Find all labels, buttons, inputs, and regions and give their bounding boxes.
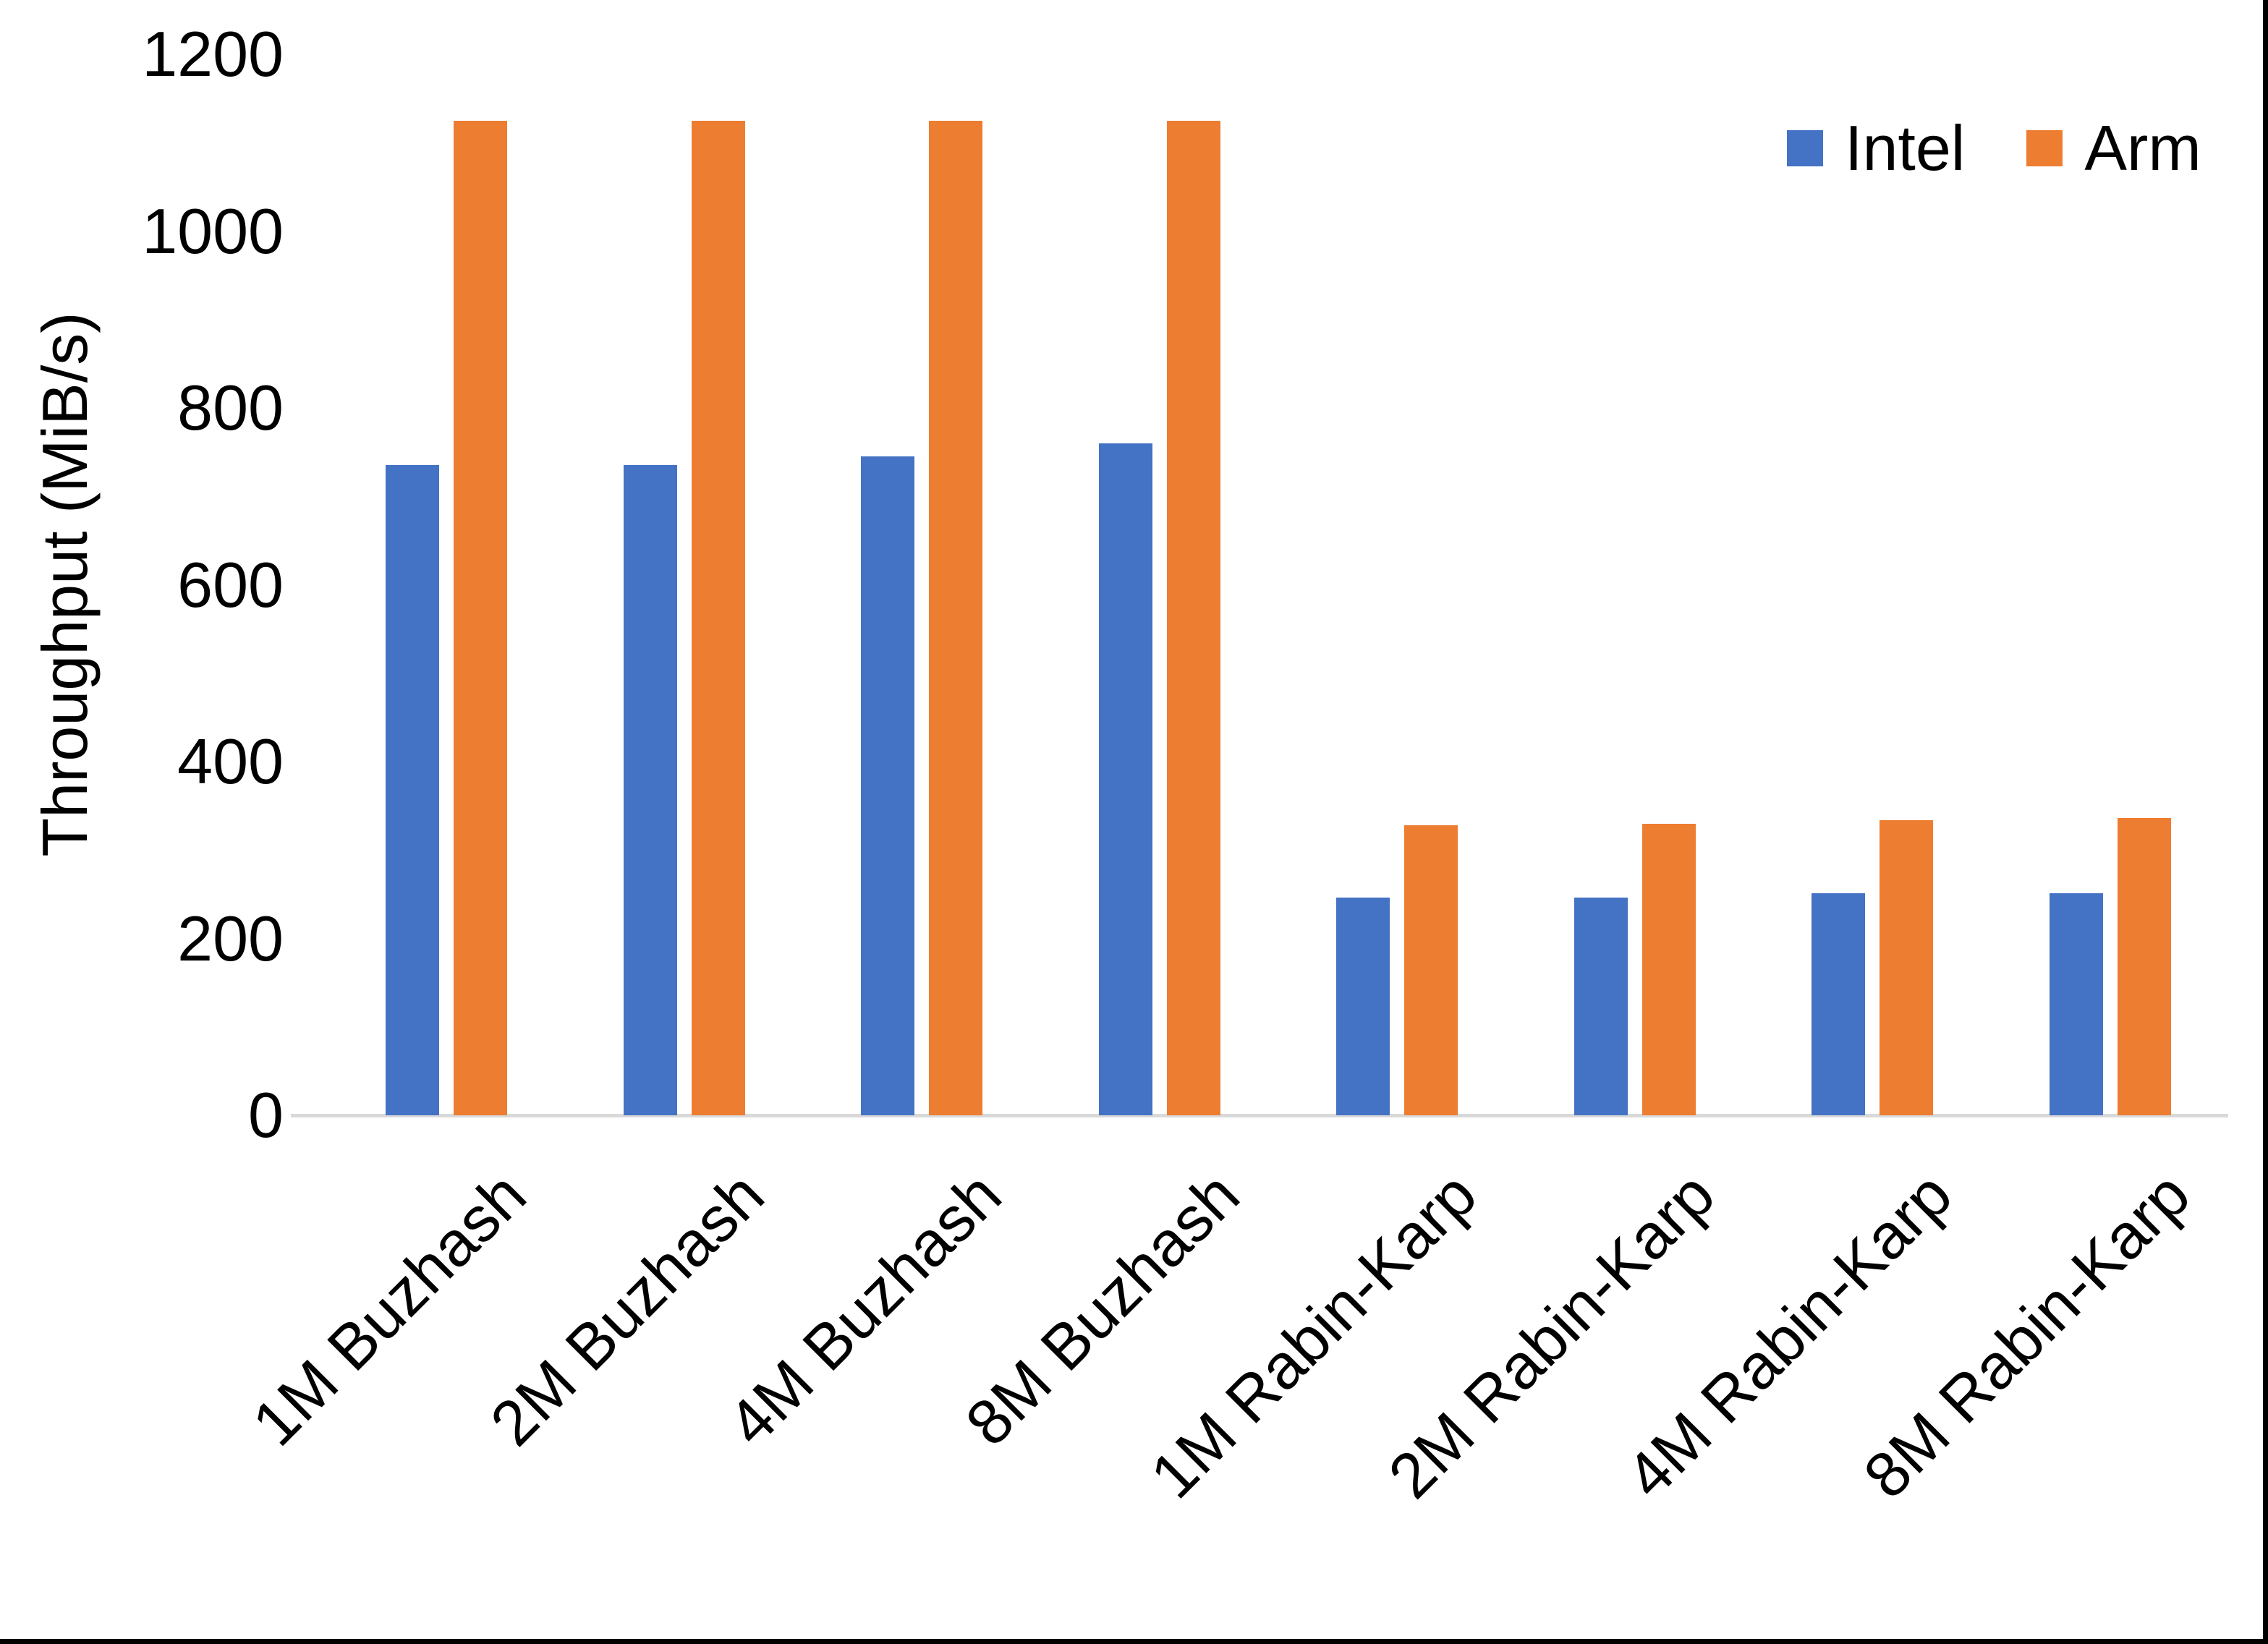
bar-arm-8m-buzhash <box>1166 120 1220 1115</box>
legend-item-arm: Arm <box>2026 108 2201 188</box>
bar-arm-2m-buzhash <box>691 120 745 1115</box>
y-tick-label-0: 0 <box>248 1079 284 1151</box>
legend: Intel Arm <box>1787 108 2201 188</box>
x-category-label-1m-buzhash: 1M Buzhash <box>238 1158 540 1460</box>
screenshot-right-border <box>2263 0 2268 1644</box>
bar-intel-1m-rabin-karp <box>1336 898 1390 1115</box>
legend-swatch-arm <box>2026 130 2063 166</box>
bar-intel-4m-buzhash <box>861 456 914 1115</box>
bar-arm-4m-buzhash <box>929 120 982 1115</box>
bar-arm-1m-rabin-karp <box>1404 825 1458 1115</box>
bar-intel-2m-buzhash <box>623 465 677 1115</box>
screenshot-bottom-border <box>0 1639 2268 1644</box>
bar-arm-2m-rabin-karp <box>1641 823 1696 1115</box>
bar-arm-1m-buzhash <box>454 120 507 1115</box>
y-tick-label-1000: 1000 <box>142 195 284 267</box>
y-tick-label-600: 600 <box>177 548 284 621</box>
y-tick-label-400: 400 <box>177 725 284 797</box>
legend-swatch-intel <box>1787 130 1823 166</box>
bar-intel-8m-rabin-karp <box>2049 893 2103 1115</box>
bar-intel-4m-rabin-karp <box>1812 893 1865 1115</box>
bar-arm-8m-rabin-karp <box>2117 818 2171 1115</box>
legend-label-intel: Intel <box>1845 112 1966 184</box>
bar-intel-8m-buzhash <box>1098 443 1152 1115</box>
y-tick-label-800: 800 <box>177 372 284 443</box>
y-tick-label-1200: 1200 <box>142 18 284 90</box>
legend-label-arm: Arm <box>2084 112 2201 184</box>
bar-intel-1m-buzhash <box>386 465 439 1115</box>
bar-arm-4m-rabin-karp <box>1880 819 1933 1115</box>
bar-intel-2m-rabin-karp <box>1573 898 1628 1115</box>
legend-item-intel: Intel <box>1787 108 1965 188</box>
x-axis-baseline <box>291 1114 2228 1117</box>
y-tick-label-200: 200 <box>177 902 284 974</box>
